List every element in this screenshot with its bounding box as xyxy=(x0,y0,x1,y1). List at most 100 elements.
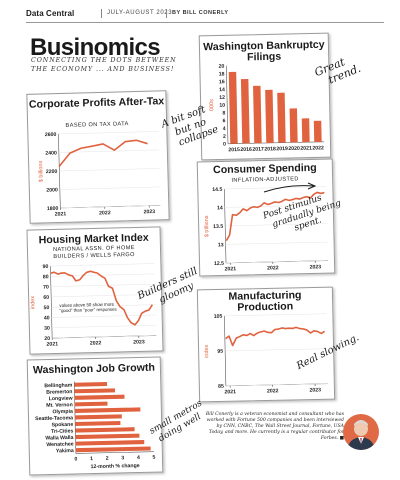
x-tick-label: 1 xyxy=(90,456,93,462)
y-tick-label: 105 xyxy=(214,314,223,320)
gridline xyxy=(59,186,160,190)
x-tick-label: 2022 xyxy=(99,210,111,216)
y-tick-label: 4 xyxy=(223,126,226,132)
x-tick-label: 4 xyxy=(137,455,140,461)
x-tick-label: 2022 xyxy=(267,265,279,271)
y-tick-label: 16 xyxy=(219,79,225,85)
x-tick-label: 2 xyxy=(106,456,109,462)
gridline xyxy=(51,314,156,318)
avatar xyxy=(343,414,379,450)
category-label: Longview xyxy=(49,396,74,403)
x-tick-label: 2019 xyxy=(276,146,288,152)
y-tick-label: 18 xyxy=(219,71,225,77)
x-tick-label: 2018 xyxy=(264,146,276,152)
bankruptcy-chart-card: Washington Bankruptcy Filings 0 2 4 6 8 10 12 1… xyxy=(198,32,332,161)
x-tick-label: 2021 xyxy=(224,389,236,395)
gridline xyxy=(52,335,157,339)
series-line xyxy=(58,139,148,167)
y-tick-label: 13 xyxy=(218,242,224,248)
gridline xyxy=(50,263,155,267)
y-axis-label: $ trillions xyxy=(204,215,210,237)
jobs-chart-card: Washington Job Growth Bellingham Bremerto… xyxy=(26,356,164,476)
gridline xyxy=(226,260,328,264)
bar xyxy=(277,92,286,143)
category-label: Bellingham xyxy=(44,383,72,390)
note-arrow-icon xyxy=(263,182,317,193)
y-tick-label: 12.5 xyxy=(214,261,224,267)
y-tick-label: 2400 xyxy=(45,150,57,156)
header-divider xyxy=(166,9,167,18)
gridline xyxy=(51,304,156,308)
section-brand: Data Central xyxy=(26,9,75,18)
bar xyxy=(74,394,125,400)
gridline xyxy=(225,241,328,245)
bar xyxy=(75,420,121,427)
y-tick-label: 13.5 xyxy=(213,224,223,230)
y-axis xyxy=(73,381,77,454)
x-tick-label: 2023 xyxy=(310,264,322,270)
x-tick-label: 2022 xyxy=(267,388,279,394)
x-tick-label: 2020 xyxy=(288,146,300,152)
housing-chart: 20 30 40 50 60 70 80 90 2021 2022 2023 index values … xyxy=(30,263,157,348)
y-tick-label: 6 xyxy=(223,118,226,124)
y-tick-label: 20 xyxy=(44,336,50,342)
tagline: CONNECTING THE DOTS BETWEEN THE ECONOMY … xyxy=(31,57,177,73)
bar xyxy=(228,71,238,144)
bar xyxy=(75,446,151,453)
bar xyxy=(74,381,108,387)
y-tick-label: 0 xyxy=(223,142,226,148)
x-tick-label: 5 xyxy=(152,455,155,461)
x-axis-label: 12-month % change xyxy=(91,463,140,470)
page-title: Businomics xyxy=(30,34,161,61)
y-axis-label: index xyxy=(30,296,36,310)
y-tick-label: 2000 xyxy=(46,187,58,193)
bar xyxy=(289,108,298,143)
category-label: Olympia xyxy=(52,409,73,415)
y-tick-label: 2600 xyxy=(45,132,57,138)
y-tick-label: 80 xyxy=(43,274,49,280)
y-tick-label: 85 xyxy=(218,384,224,390)
x-tick-label: 2021 xyxy=(225,266,237,272)
category-label: Spokane xyxy=(52,422,74,428)
bar xyxy=(74,407,141,413)
y-axis xyxy=(226,65,229,144)
gridline xyxy=(51,294,156,298)
series-line xyxy=(225,326,326,347)
bar xyxy=(75,440,145,446)
y-tick-label: 14.5 xyxy=(212,187,222,193)
bar xyxy=(74,388,116,394)
series-line xyxy=(50,270,154,326)
gridline xyxy=(225,348,328,352)
y-axis xyxy=(50,266,53,339)
y-tick-label: 1800 xyxy=(47,206,59,212)
x-tick-label: 2016 xyxy=(240,147,252,153)
gridline xyxy=(224,204,327,208)
category-label: Walla Walla xyxy=(45,435,73,442)
profits-chart: 1800 2000 2200 2400 2600 2021 2022 2023 $ billio… xyxy=(38,131,161,218)
y-axis-label: $ billions xyxy=(38,160,45,182)
gridline xyxy=(225,223,328,227)
y-axis-label: index xyxy=(204,344,210,358)
y-tick-label: 60 xyxy=(43,295,49,301)
x-tick-label: 2017 xyxy=(252,147,264,153)
bar xyxy=(240,78,250,144)
category-label: Tri-Cities xyxy=(51,428,73,435)
manufacturing-chart-card: Manufacturing Production 85 95 105 2021 2022… xyxy=(196,286,336,403)
issue-date: JULY-AUGUST 2023 xyxy=(107,10,173,16)
y-axis-label: 000s xyxy=(209,99,215,111)
y-tick-label: 14 xyxy=(217,205,223,211)
x-tick-label: 3 xyxy=(121,455,124,461)
chart-annotation: values above 50 show more"good" than "po… xyxy=(59,301,117,313)
x-tick-label: 2015 xyxy=(228,147,240,153)
y-tick-label: 70 xyxy=(43,284,49,290)
category-label: Wenatchee xyxy=(46,441,74,448)
gridline xyxy=(60,205,161,209)
author-bio: Bill Conerly is a veteran economist and … xyxy=(205,412,344,442)
gridline xyxy=(224,186,327,190)
gridline xyxy=(224,313,327,317)
header-divider xyxy=(101,9,102,18)
bar xyxy=(74,414,122,420)
